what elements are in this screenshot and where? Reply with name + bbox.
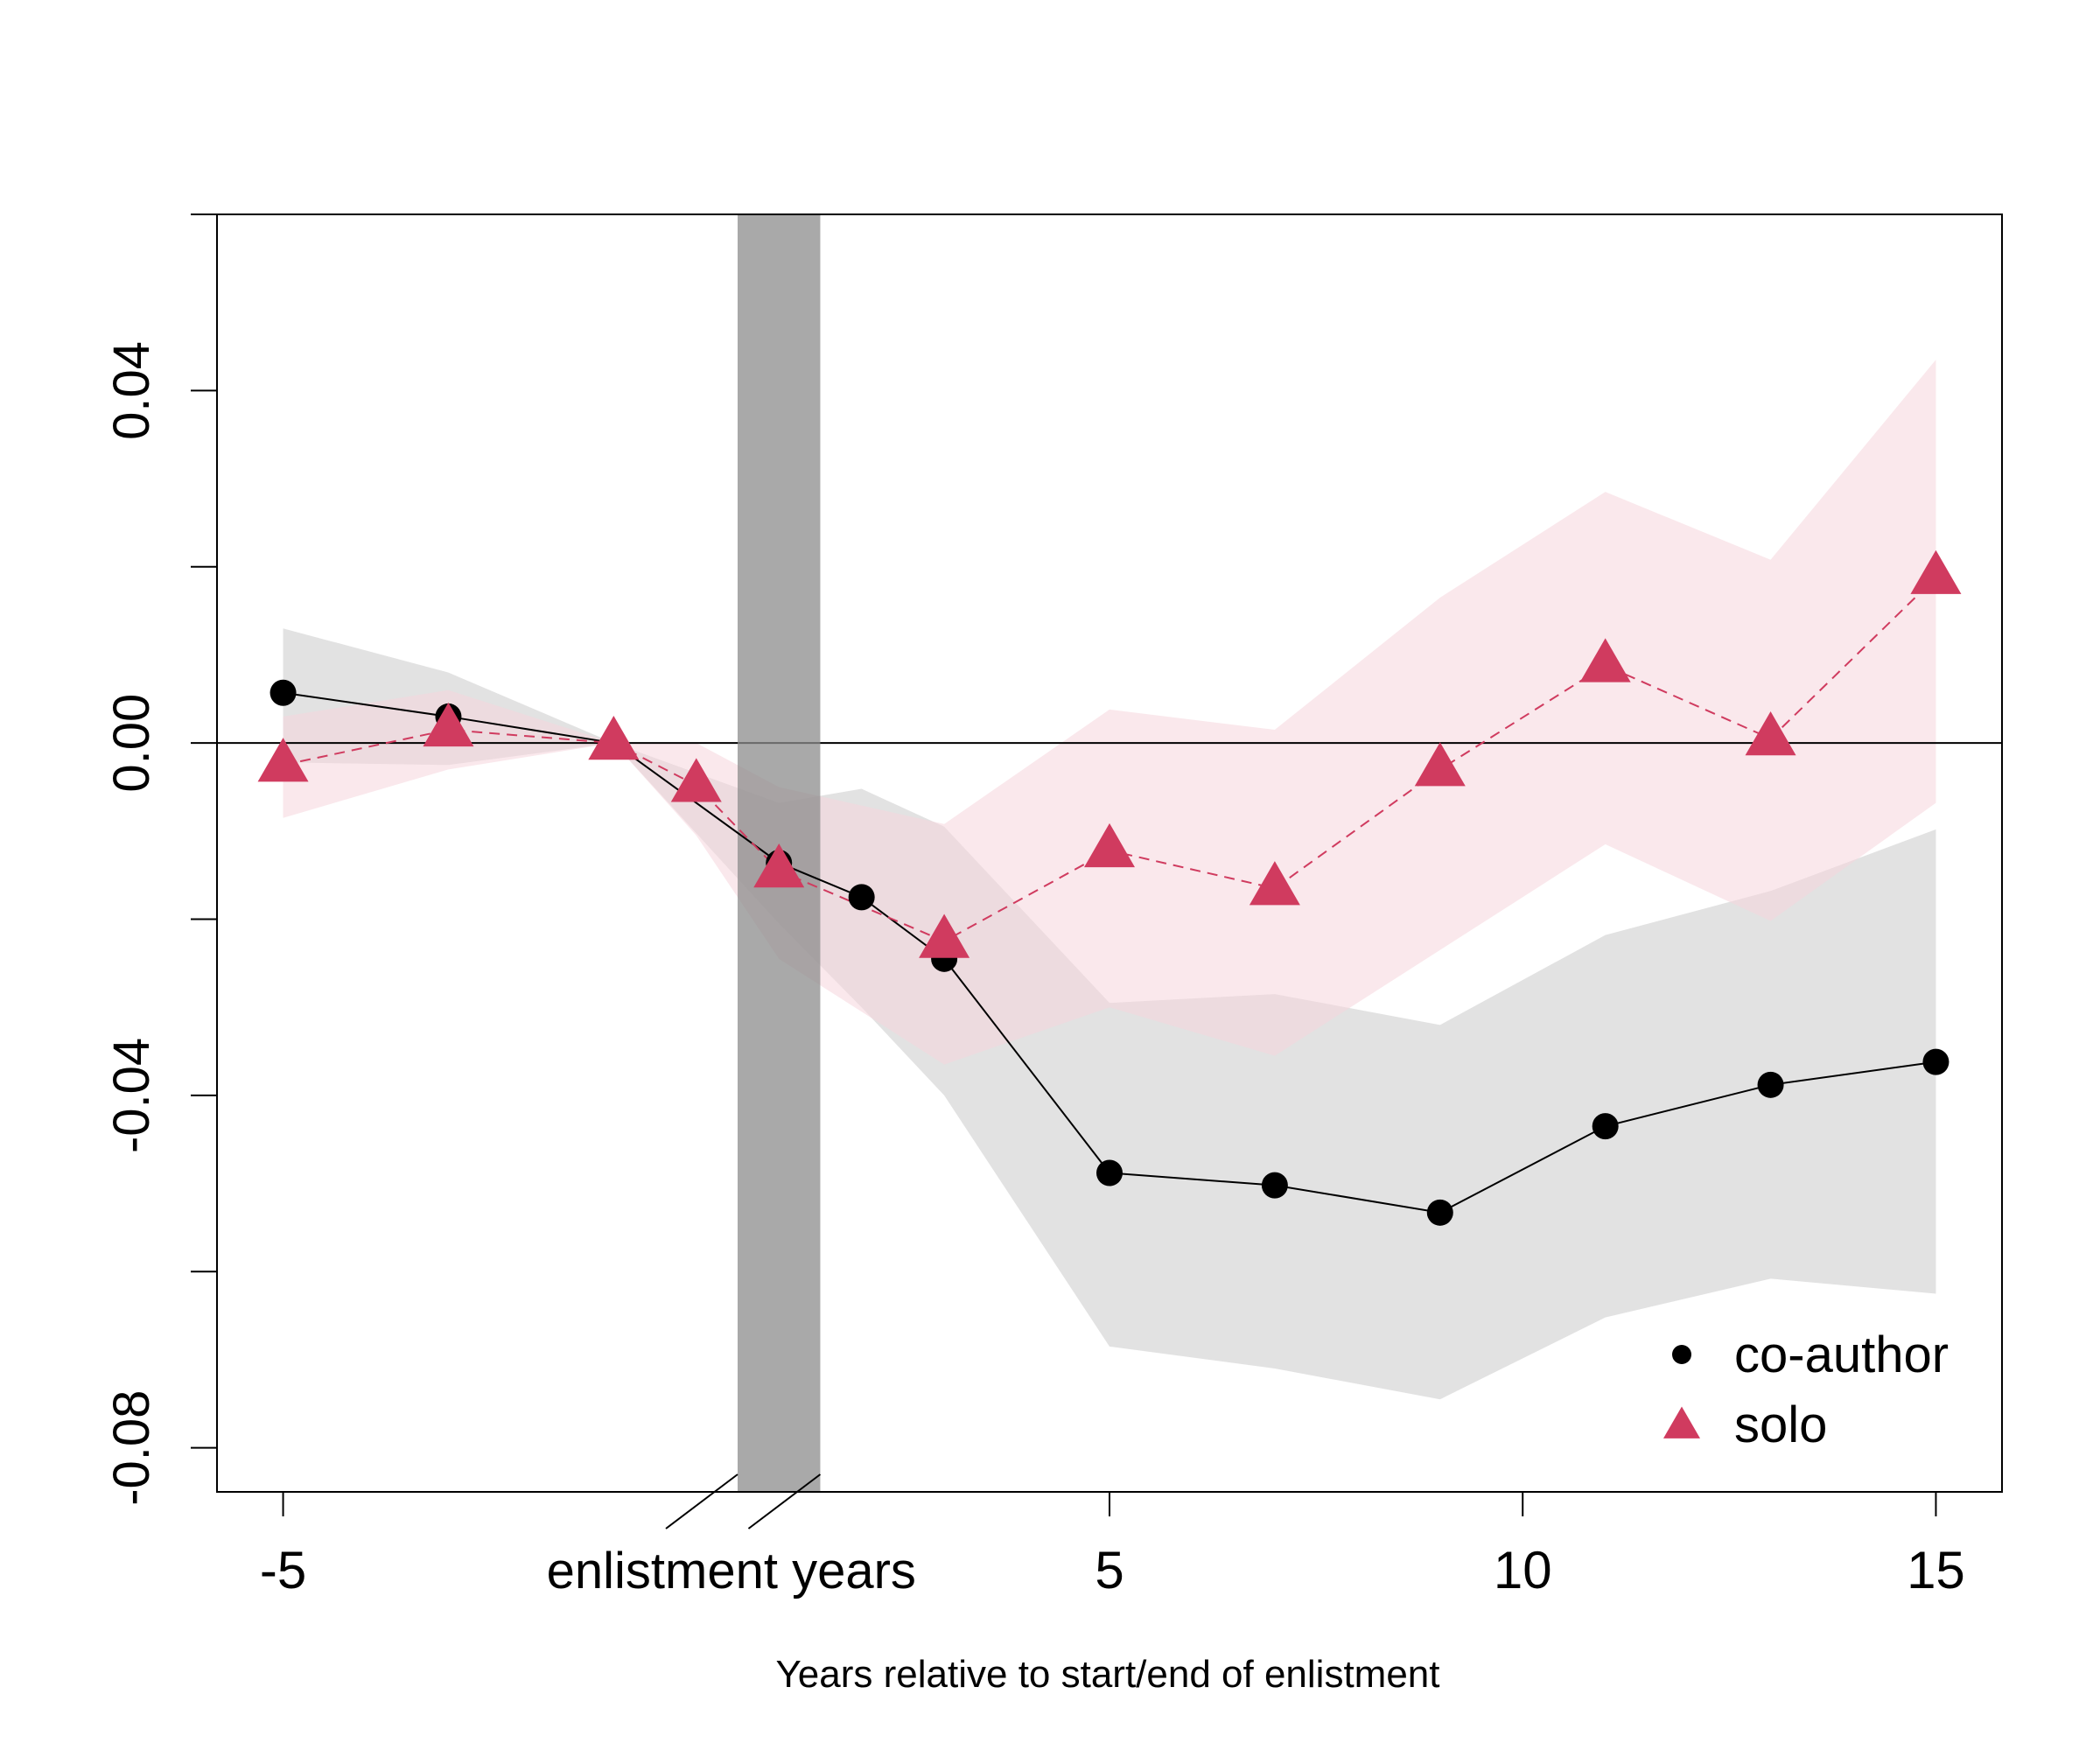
solo-point bbox=[1579, 638, 1631, 682]
co-author-point bbox=[1426, 1199, 1453, 1226]
axis-break-mark bbox=[747, 1474, 822, 1530]
legend-label-co-author: co-author bbox=[1734, 1326, 1949, 1383]
solo-point bbox=[919, 914, 970, 958]
legend-marker-solo bbox=[1663, 1406, 1700, 1438]
solo-point bbox=[257, 738, 309, 782]
axis-break-mark bbox=[665, 1474, 738, 1530]
co-author-point bbox=[1261, 1172, 1288, 1199]
legend: co-author solo bbox=[1663, 1326, 1949, 1453]
solo-point bbox=[423, 702, 474, 747]
confidence-bands bbox=[283, 360, 1936, 1400]
co-author-point bbox=[1096, 1159, 1123, 1186]
solo-point bbox=[670, 758, 722, 802]
series-lines bbox=[283, 577, 1937, 1214]
solo-confidence-band bbox=[283, 360, 1936, 1065]
co-author-point bbox=[270, 679, 297, 706]
series-markers bbox=[257, 550, 1962, 1226]
x-tick-label: 10 bbox=[1494, 1541, 1552, 1600]
y-tick-label: 0.00 bbox=[103, 694, 160, 793]
co-author-point bbox=[848, 884, 875, 911]
solo-point bbox=[1910, 550, 1962, 594]
legend-marker-co-author bbox=[1672, 1345, 1691, 1364]
solo-point bbox=[1745, 710, 1796, 756]
x-tick-label: 5 bbox=[1095, 1541, 1124, 1600]
solo-point bbox=[753, 843, 805, 888]
co-author-point bbox=[1592, 1113, 1619, 1140]
co-author-point bbox=[1757, 1071, 1784, 1098]
y-tick-label: -0.08 bbox=[103, 1390, 160, 1506]
y-tick-label: -0.04 bbox=[103, 1038, 160, 1153]
co-author-series-line bbox=[283, 691, 1936, 1214]
axes: 0.04 0.00 -0.04 -0.08 -5 5 10 15 enlistment year… bbox=[103, 214, 2003, 1600]
solo-point bbox=[588, 715, 640, 760]
solo-point bbox=[1414, 742, 1466, 787]
x-tick-label: 15 bbox=[1907, 1541, 1965, 1600]
legend-label-solo: solo bbox=[1734, 1396, 1827, 1453]
x-tick-label: -5 bbox=[260, 1541, 306, 1600]
solo-point bbox=[1249, 861, 1300, 906]
solo-series-line bbox=[283, 577, 1937, 942]
enlistment-years-label: enlistment years bbox=[547, 1543, 916, 1600]
x-axis-label: Years relative to start/end of enlistmen… bbox=[776, 1653, 1440, 1696]
co-author-point bbox=[1922, 1048, 1950, 1075]
solo-point bbox=[1084, 822, 1135, 868]
y-tick-label: 0.04 bbox=[103, 341, 160, 440]
